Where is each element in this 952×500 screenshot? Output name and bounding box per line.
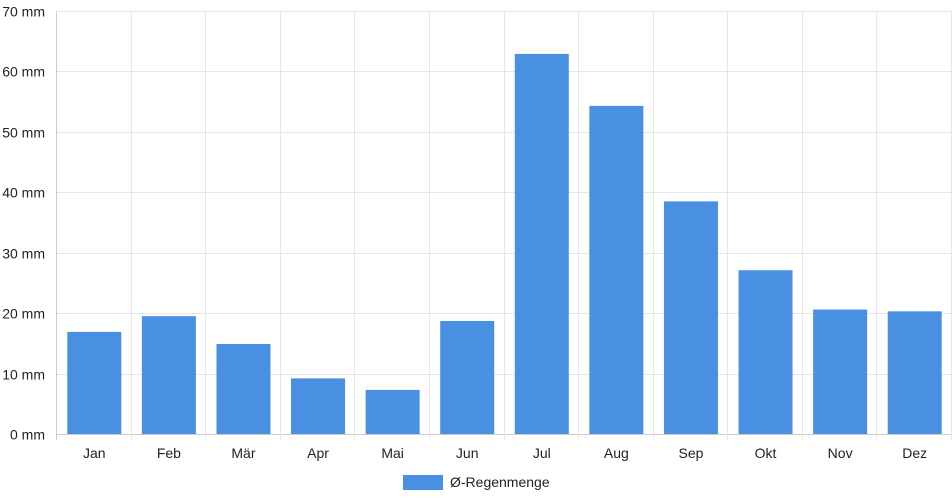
y-tick-label: 10 mm xyxy=(2,367,45,383)
x-tick-label: Sep xyxy=(678,445,703,461)
bar-dez xyxy=(887,311,942,434)
x-tick-label: Jun xyxy=(456,445,479,461)
bar-aug xyxy=(589,105,644,434)
bar-apr xyxy=(291,378,346,434)
y-tick-label: 0 mm xyxy=(10,427,45,443)
bar-okt xyxy=(738,270,793,434)
bar-jul xyxy=(514,53,569,434)
y-axis-labels: 0 mm 10 mm 20 mm 30 mm 40 mm 50 mm 60 mm 70 mm xyxy=(2,4,45,443)
bar-jan xyxy=(67,331,122,434)
legend[interactable]: Ø-Regenmenge xyxy=(403,474,550,490)
x-tick-label: Apr xyxy=(307,445,329,461)
x-tick-label: Dez xyxy=(902,445,927,461)
bar-jun xyxy=(440,320,495,434)
y-tick-label: 30 mm xyxy=(2,246,45,262)
bar-feb xyxy=(141,316,196,434)
x-tick-label: Aug xyxy=(604,445,629,461)
x-tick-label: Nov xyxy=(828,445,853,461)
legend-swatch[interactable] xyxy=(403,475,443,490)
grid-lines xyxy=(56,11,952,440)
legend-label[interactable]: Ø-Regenmenge xyxy=(450,474,550,490)
bar-nov xyxy=(813,309,868,434)
x-tick-label: Mai xyxy=(381,445,404,461)
x-axis-labels: Jan Feb Mär Apr Mai Jun Jul Aug Sep Okt Nov Dez xyxy=(83,445,927,461)
x-tick-label: Okt xyxy=(755,445,777,461)
bar-mär xyxy=(216,343,271,434)
x-tick-label: Jan xyxy=(83,445,106,461)
bars xyxy=(67,53,942,434)
x-tick-label: Feb xyxy=(157,445,181,461)
y-tick-label: 70 mm xyxy=(2,4,45,20)
x-tick-label: Mär xyxy=(231,445,255,461)
x-tick-label: Jul xyxy=(533,445,551,461)
bar-mai xyxy=(365,389,420,434)
bar-sep xyxy=(663,201,718,434)
y-tick-label: 60 mm xyxy=(2,64,45,80)
y-tick-label: 50 mm xyxy=(2,125,45,141)
y-tick-label: 40 mm xyxy=(2,185,45,201)
y-tick-label: 20 mm xyxy=(2,306,45,322)
